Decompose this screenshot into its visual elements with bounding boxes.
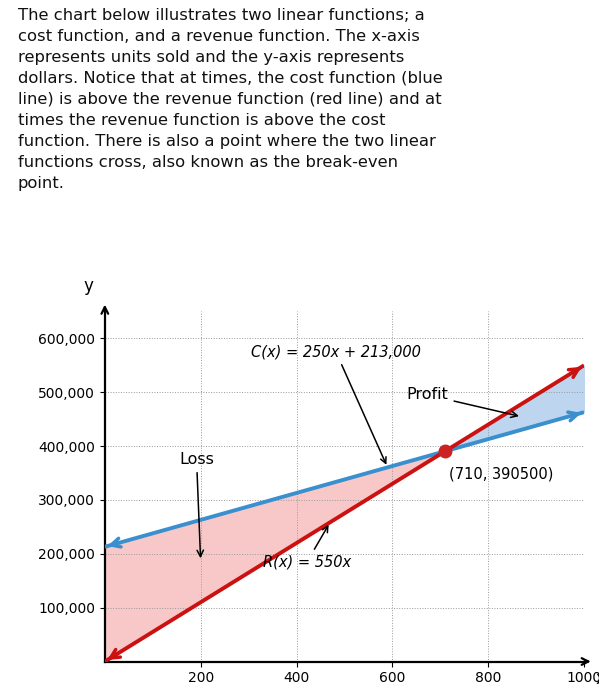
Text: The chart below illustrates two linear functions; a
cost function, and a revenue: The chart below illustrates two linear f… xyxy=(18,8,443,190)
Text: y: y xyxy=(83,277,93,295)
Text: C(x) = 250x + 213,000: C(x) = 250x + 213,000 xyxy=(251,344,421,463)
Text: x: x xyxy=(596,670,599,687)
Text: R(x) = 550x: R(x) = 550x xyxy=(263,526,351,569)
Text: (710, 390500): (710, 390500) xyxy=(449,467,553,482)
Text: Profit: Profit xyxy=(407,388,518,417)
Text: Loss: Loss xyxy=(179,452,214,556)
